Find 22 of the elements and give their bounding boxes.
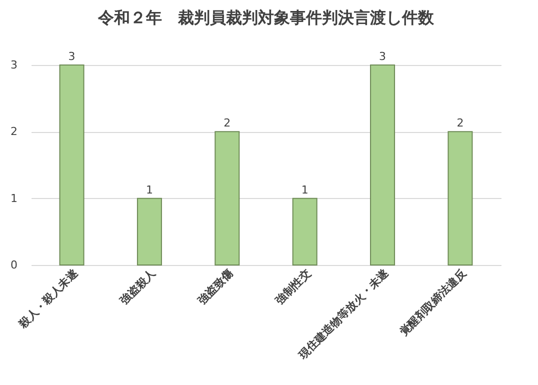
data-label: 3 (68, 50, 76, 63)
y-tick-label: 1 (10, 192, 18, 205)
bar (448, 131, 473, 266)
data-label: 2 (456, 116, 464, 130)
y-tick-label: 2 (10, 125, 18, 138)
data-label: 2 (224, 116, 231, 130)
bar (59, 64, 84, 266)
x-tick-label: 覚醒剤取締法違反 (397, 266, 470, 338)
x-tick-label: 強制性交 (273, 266, 314, 308)
bar (136, 198, 162, 266)
y-tick-label: 0 (10, 258, 18, 272)
x-tick-label: 殺人・殺人未遂 (16, 266, 80, 332)
chart-title: 令和２年 裁判員裁判対象事件判決言渡し件数 (97, 8, 435, 27)
bar (370, 64, 396, 266)
x-tick-label: 強盗致傷 (195, 266, 236, 308)
data-label: 3 (379, 50, 386, 63)
bar (292, 198, 318, 266)
x-tick-label: 強盗殺人 (118, 266, 159, 308)
y-tick-label: 3 (10, 58, 18, 72)
data-label: 1 (146, 183, 153, 196)
bar (214, 131, 240, 266)
data-label: 1 (301, 183, 308, 196)
